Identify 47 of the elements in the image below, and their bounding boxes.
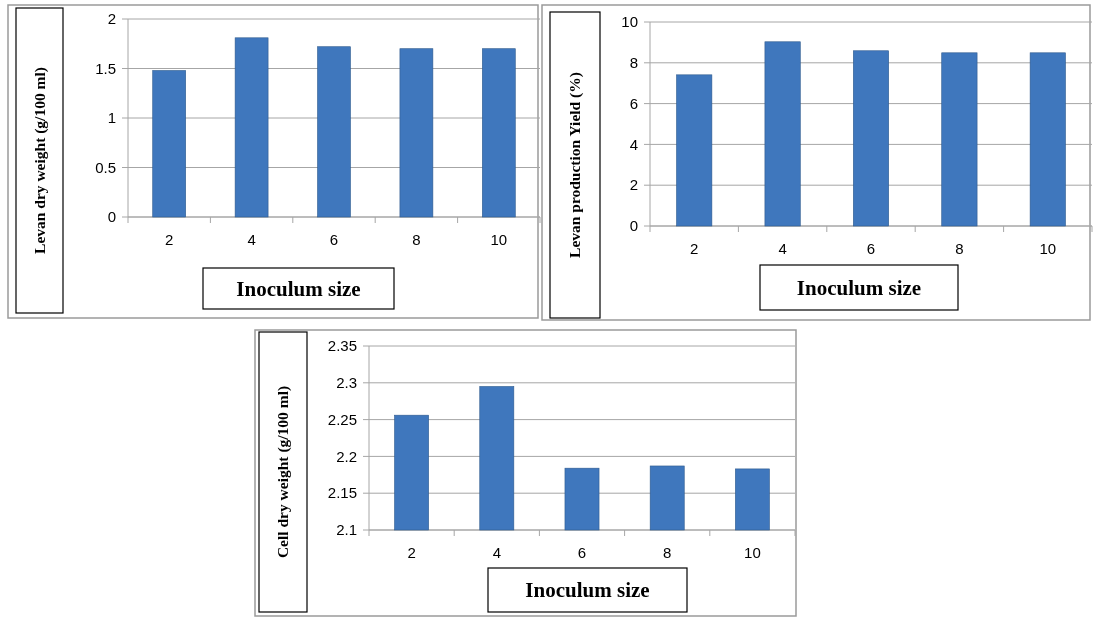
- y-tick-label: 10: [621, 13, 638, 31]
- bar: [853, 50, 889, 227]
- bar: [1029, 52, 1066, 227]
- y-tick-label: 1: [107, 109, 116, 127]
- x-tick-label: 6: [866, 240, 876, 257]
- x-tick-label: 2: [690, 240, 699, 257]
- x-tick-label: 4: [778, 240, 787, 257]
- y-tick-label: 1.5: [95, 59, 116, 77]
- x-tick-label: 10: [490, 231, 508, 248]
- x-tick-label: 8: [955, 240, 964, 257]
- x-tick-label: 4: [247, 231, 256, 248]
- y-tick-label: 6: [629, 94, 638, 112]
- bar: [234, 37, 269, 218]
- x-axis-title: Inoculum size: [796, 275, 922, 300]
- y-tick-label: 8: [629, 54, 638, 72]
- x-axis-title: Inoculum size: [236, 276, 361, 301]
- y-tick-label: 0: [107, 208, 116, 226]
- x-tick-label: 2: [165, 231, 174, 248]
- y-axis-title: Levan dry weight (g/100 ml): [30, 67, 49, 254]
- bar: [317, 46, 351, 218]
- x-tick-label: 10: [1039, 240, 1057, 257]
- y-axis-title: Levan production Yield (%): [566, 72, 585, 258]
- y-tick-label: 2.2: [336, 447, 357, 465]
- bar: [676, 74, 713, 227]
- y-axis-title: Cell dry weight (g/100 ml): [274, 385, 293, 559]
- bar: [482, 48, 516, 218]
- y-tick-label: 0: [629, 217, 638, 235]
- y-tick-label: 2.25: [327, 410, 357, 428]
- bar: [399, 48, 434, 218]
- y-tick-label: 2.3: [336, 374, 357, 392]
- x-tick-label: 2: [407, 544, 416, 561]
- x-tick-label: 8: [412, 231, 421, 248]
- bar: [152, 70, 186, 218]
- y-tick-label: 2.15: [327, 484, 357, 502]
- bar: [941, 52, 978, 227]
- x-tick-label: 8: [663, 544, 672, 561]
- y-tick-label: 4: [629, 135, 638, 153]
- y-tick-label: 2.1: [336, 521, 357, 539]
- y-tick-label: 2.35: [327, 337, 357, 355]
- y-tick-label: 2: [107, 10, 116, 28]
- x-tick-label: 4: [492, 544, 501, 561]
- y-tick-label: 0.5: [95, 158, 116, 176]
- bar: [764, 41, 801, 227]
- x-axis-title: Inoculum size: [525, 578, 650, 603]
- x-tick-label: 6: [577, 544, 587, 561]
- y-tick-label: 2: [629, 176, 638, 194]
- x-tick-label: 10: [744, 544, 761, 561]
